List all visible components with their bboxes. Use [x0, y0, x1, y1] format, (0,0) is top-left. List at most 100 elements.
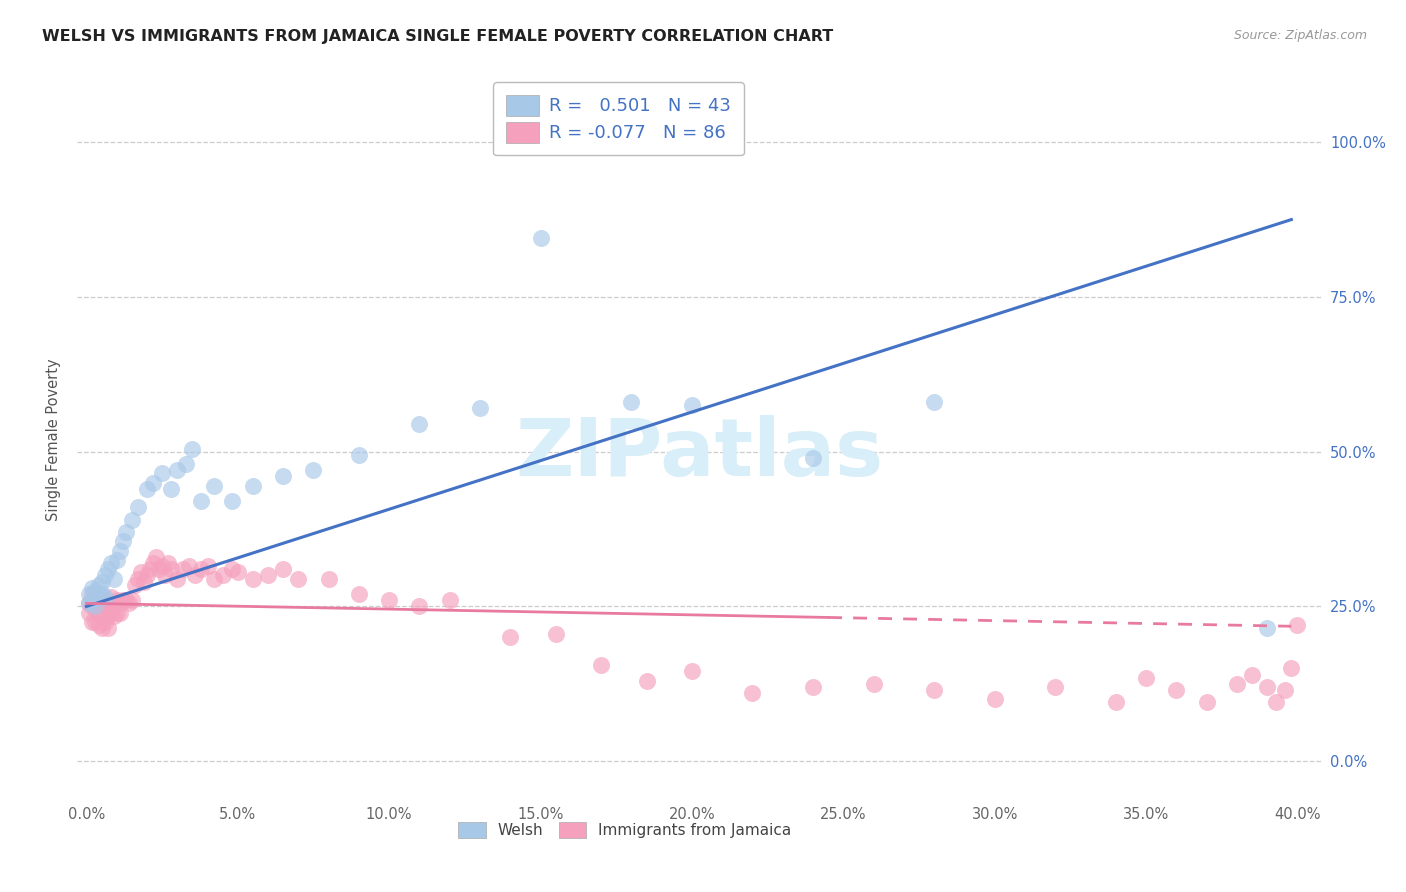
Point	[287, 572, 309, 586]
Point	[1256, 680, 1278, 694]
Point	[93, 593, 115, 607]
Point	[801, 680, 824, 694]
Point	[87, 578, 110, 592]
Point	[302, 463, 325, 477]
Point	[87, 590, 110, 604]
Point	[87, 606, 110, 620]
Point	[111, 534, 134, 549]
Point	[544, 627, 567, 641]
Point	[79, 596, 101, 610]
Point	[100, 602, 122, 616]
Point	[257, 568, 280, 582]
Point	[84, 602, 107, 616]
Point	[105, 606, 128, 620]
Point	[82, 615, 104, 629]
Text: WELSH VS IMMIGRANTS FROM JAMAICA SINGLE FEMALE POVERTY CORRELATION CHART: WELSH VS IMMIGRANTS FROM JAMAICA SINGLE …	[42, 29, 834, 44]
Point	[1226, 677, 1249, 691]
Point	[1286, 618, 1309, 632]
Point	[127, 572, 149, 586]
Point	[922, 683, 945, 698]
Point	[90, 608, 112, 623]
Point	[741, 686, 763, 700]
Point	[1105, 695, 1128, 709]
Point	[114, 525, 136, 540]
Point	[153, 568, 176, 582]
Point	[93, 615, 115, 629]
Point	[97, 562, 120, 576]
Point	[1240, 667, 1263, 681]
Point	[190, 562, 212, 576]
Point	[801, 450, 824, 465]
Point	[1265, 695, 1288, 709]
Point	[1166, 683, 1188, 698]
Point	[166, 463, 188, 477]
Point	[100, 590, 122, 604]
Point	[142, 475, 165, 490]
Point	[82, 587, 104, 601]
Point	[408, 417, 430, 431]
Point	[103, 599, 125, 614]
Point	[103, 608, 125, 623]
Point	[90, 587, 112, 601]
Point	[862, 677, 884, 691]
Point	[221, 494, 243, 508]
Point	[408, 599, 430, 614]
Point	[87, 593, 110, 607]
Text: Source: ZipAtlas.com: Source: ZipAtlas.com	[1233, 29, 1367, 42]
Point	[983, 692, 1005, 706]
Point	[142, 556, 165, 570]
Point	[172, 562, 194, 576]
Point	[148, 562, 170, 576]
Point	[124, 578, 146, 592]
Point	[160, 562, 183, 576]
Point	[221, 562, 243, 576]
Point	[1045, 680, 1067, 694]
Point	[118, 596, 141, 610]
Point	[176, 457, 198, 471]
Point	[129, 566, 152, 580]
Point	[93, 568, 115, 582]
Point	[82, 593, 104, 607]
Point	[179, 559, 201, 574]
Point	[150, 559, 173, 574]
Point	[378, 593, 401, 607]
Point	[242, 479, 264, 493]
Point	[108, 596, 131, 610]
Point	[197, 559, 219, 574]
Point	[97, 608, 120, 623]
Point	[127, 500, 149, 515]
Point	[202, 479, 225, 493]
Point	[439, 593, 461, 607]
Point	[145, 549, 167, 564]
Point	[97, 596, 120, 610]
Point	[121, 593, 143, 607]
Legend: Welsh, Immigrants from Jamaica: Welsh, Immigrants from Jamaica	[451, 816, 797, 845]
Point	[150, 467, 173, 481]
Point	[84, 615, 107, 629]
Point	[108, 606, 131, 620]
Point	[591, 658, 613, 673]
Point	[271, 469, 294, 483]
Point	[271, 562, 294, 576]
Point	[242, 572, 264, 586]
Point	[105, 553, 128, 567]
Point	[100, 556, 122, 570]
Y-axis label: Single Female Poverty: Single Female Poverty	[45, 358, 60, 521]
Point	[93, 602, 115, 616]
Point	[82, 599, 104, 614]
Point	[166, 572, 188, 586]
Point	[79, 587, 101, 601]
Point	[1274, 683, 1296, 698]
Point	[79, 606, 101, 620]
Point	[181, 442, 204, 456]
Point	[114, 593, 136, 607]
Point	[97, 621, 120, 635]
Point	[93, 590, 115, 604]
Point	[636, 673, 658, 688]
Point	[190, 494, 212, 508]
Point	[1135, 671, 1157, 685]
Point	[529, 231, 551, 245]
Point	[620, 395, 643, 409]
Point	[922, 395, 945, 409]
Point	[211, 568, 233, 582]
